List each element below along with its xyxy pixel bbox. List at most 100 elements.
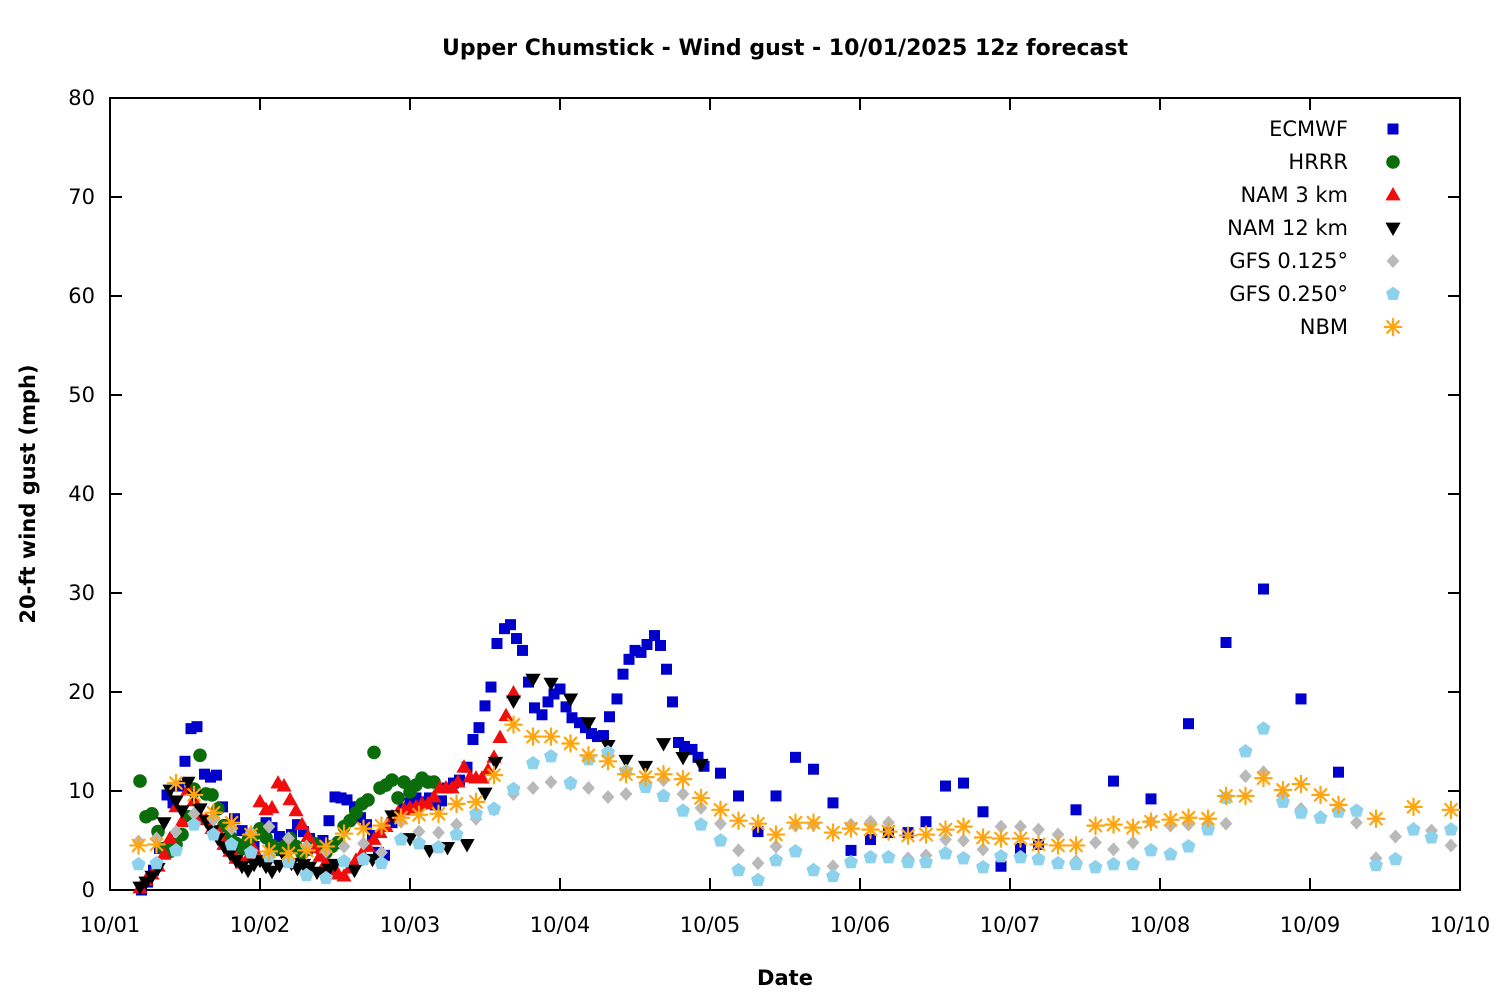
data-point-marker	[300, 828, 316, 842]
data-point-marker	[397, 775, 411, 789]
data-point-marker	[729, 811, 748, 831]
data-point-marker	[1385, 187, 1401, 201]
data-point-marker	[592, 731, 603, 743]
data-point-marker	[335, 792, 347, 804]
data-point-marker	[222, 847, 238, 862]
data-point-marker	[994, 848, 1008, 863]
data-point-marker	[976, 842, 990, 857]
data-point-marker	[1141, 812, 1161, 831]
data-point-marker	[1254, 768, 1273, 788]
data-point-marker	[211, 769, 222, 781]
data-point-marker	[156, 817, 172, 831]
data-point-marker	[1145, 793, 1157, 805]
data-point-marker	[375, 845, 388, 860]
data-point-marker	[601, 744, 615, 759]
data-point-marker	[617, 668, 629, 680]
y-tick-label: 70	[68, 185, 95, 209]
legend-label: GFS 0.125°	[1229, 249, 1348, 273]
data-point-marker	[562, 693, 579, 707]
data-point-marker	[276, 778, 292, 792]
data-point-marker	[166, 773, 186, 793]
data-point-marker	[611, 693, 623, 705]
data-point-marker	[554, 683, 566, 695]
data-point-marker	[432, 825, 445, 840]
data-point-marker	[409, 805, 429, 825]
data-point-marker	[991, 829, 1011, 848]
x-axis-label: Date	[757, 966, 813, 990]
data-point-marker	[661, 663, 672, 675]
data-point-marker	[879, 822, 898, 841]
data-point-marker	[673, 736, 684, 748]
data-point-marker	[916, 825, 936, 844]
data-point-marker	[426, 788, 442, 803]
data-point-marker	[466, 792, 486, 812]
data-point-marker	[769, 852, 783, 867]
legend-label: GFS 0.250°	[1229, 282, 1348, 306]
data-point-marker	[827, 797, 839, 809]
data-point-marker	[526, 755, 540, 770]
data-point-marker	[473, 722, 485, 734]
legend-item: GFS 0.125°	[1229, 249, 1400, 273]
data-point-marker	[1163, 846, 1178, 861]
data-point-marker	[598, 751, 618, 771]
data-point-marker	[901, 854, 915, 869]
data-point-marker	[694, 817, 708, 831]
data-point-marker	[1220, 637, 1232, 648]
data-point-marker	[420, 795, 436, 810]
data-point-marker	[616, 764, 636, 784]
series-ecmwf	[136, 583, 1344, 896]
data-point-marker	[1294, 805, 1308, 819]
data-point-marker	[804, 813, 823, 832]
data-point-marker	[485, 681, 497, 693]
data-point-marker	[1369, 857, 1383, 872]
data-point-marker	[544, 775, 558, 790]
y-tick-label: 0	[82, 878, 95, 902]
y-tick-label: 10	[68, 779, 95, 803]
data-point-marker	[656, 788, 671, 802]
data-point-marker	[845, 844, 857, 856]
data-point-marker	[676, 786, 690, 801]
chart-title: Upper Chumstick - Wind gust - 10/01/2025…	[442, 36, 1129, 61]
data-point-marker	[529, 702, 540, 714]
data-point-marker	[635, 646, 647, 658]
data-point-marker	[604, 711, 615, 723]
data-point-marker	[492, 729, 508, 743]
data-point-marker	[580, 722, 591, 734]
data-point-marker	[1014, 819, 1027, 834]
data-point-marker	[1161, 810, 1180, 830]
data-point-marker	[1366, 809, 1386, 829]
data-point-marker	[542, 696, 554, 708]
x-tick-label: 10/07	[980, 913, 1041, 937]
data-point-marker	[1108, 775, 1119, 787]
data-point-marker	[479, 700, 491, 712]
data-point-marker	[844, 854, 858, 869]
plot-axes: 0 10 20 30 40 50 60 70 80 10/01 10/02 10/03 10/04 10/…	[68, 86, 1490, 937]
data-point-marker	[919, 854, 933, 869]
x-tick-label: 10/04	[530, 913, 591, 937]
data-point-marker	[456, 759, 472, 773]
data-point-marker	[131, 856, 146, 871]
data-point-marker	[334, 824, 354, 843]
y-axis-label: 20-ft wind gust (mph)	[16, 364, 40, 623]
data-point-marker	[601, 789, 615, 804]
data-point-marker	[1048, 836, 1068, 855]
series-nbm	[129, 715, 1461, 863]
data-point-marker	[1404, 797, 1423, 817]
data-point-marker	[1406, 822, 1421, 836]
data-point-marker	[316, 837, 336, 856]
data-point-marker	[144, 870, 160, 885]
data-point-marker	[1385, 222, 1401, 236]
data-point-marker	[994, 819, 1008, 834]
data-point-marker	[204, 803, 223, 823]
data-point-marker	[1070, 804, 1082, 816]
data-point-marker	[252, 793, 268, 808]
data-point-marker	[1031, 851, 1046, 866]
data-point-marker	[976, 859, 990, 874]
data-point-marker	[881, 849, 896, 864]
data-point-marker	[865, 834, 876, 846]
data-point-marker	[1106, 856, 1121, 871]
data-point-marker	[199, 768, 210, 780]
y-tick-label: 80	[68, 86, 95, 110]
legend-item: ECMWF	[1269, 117, 1399, 141]
